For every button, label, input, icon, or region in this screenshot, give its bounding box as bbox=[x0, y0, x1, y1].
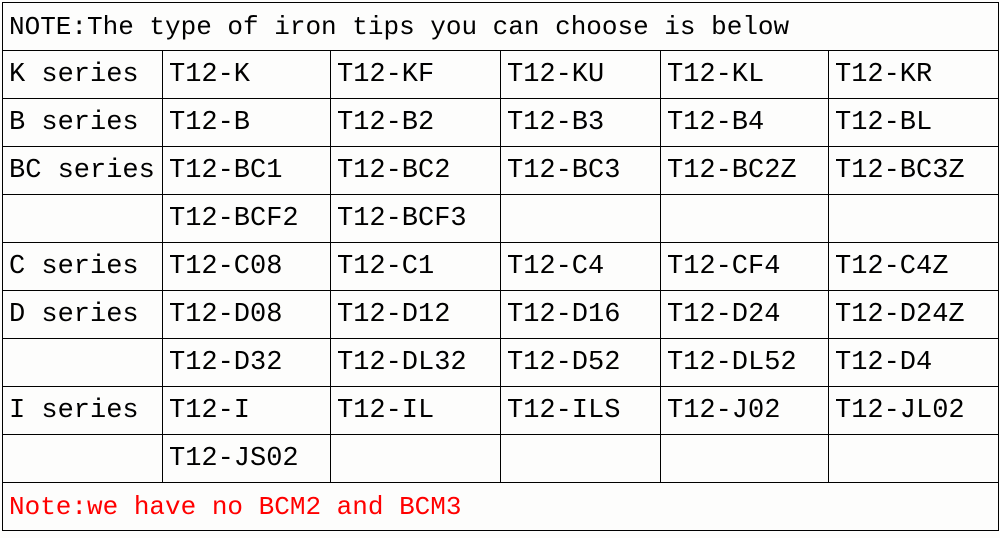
cell: T12-ILS bbox=[501, 387, 661, 435]
series-label: BC series bbox=[3, 147, 163, 195]
cell: T12-D4 bbox=[829, 339, 999, 387]
table-row: T12-JS02 bbox=[3, 435, 999, 483]
series-label bbox=[3, 339, 163, 387]
cell bbox=[331, 435, 501, 483]
table-row: D series T12-D08 T12-D12 T12-D16 T12-D24… bbox=[3, 291, 999, 339]
cell bbox=[501, 195, 661, 243]
note-bottom: Note:we have no BCM2 and BCM3 bbox=[3, 483, 999, 531]
cell: T12-KL bbox=[661, 51, 829, 99]
table-row: K series T12-K T12-KF T12-KU T12-KL T12-… bbox=[3, 51, 999, 99]
cell: T12-BC3 bbox=[501, 147, 661, 195]
table-row: I series T12-I T12-IL T12-ILS T12-J02 T1… bbox=[3, 387, 999, 435]
cell: T12-C4Z bbox=[829, 243, 999, 291]
cell bbox=[661, 195, 829, 243]
cell: T12-C1 bbox=[331, 243, 501, 291]
cell: T12-BC2 bbox=[331, 147, 501, 195]
cell bbox=[829, 195, 999, 243]
cell: T12-BCF3 bbox=[331, 195, 501, 243]
iron-tips-table: NOTE:The type of iron tips you can choos… bbox=[2, 2, 999, 531]
cell: T12-B2 bbox=[331, 99, 501, 147]
cell: T12-DL32 bbox=[331, 339, 501, 387]
table-row: T12-BCF2 T12-BCF3 bbox=[3, 195, 999, 243]
cell: T12-I bbox=[163, 387, 331, 435]
cell: T12-BC1 bbox=[163, 147, 331, 195]
cell: T12-IL bbox=[331, 387, 501, 435]
cell: T12-D08 bbox=[163, 291, 331, 339]
cell bbox=[661, 435, 829, 483]
cell: T12-KF bbox=[331, 51, 501, 99]
cell: T12-D24Z bbox=[829, 291, 999, 339]
cell: T12-D52 bbox=[501, 339, 661, 387]
cell: T12-BCF2 bbox=[163, 195, 331, 243]
cell: T12-B bbox=[163, 99, 331, 147]
table-row: B series T12-B T12-B2 T12-B3 T12-B4 T12-… bbox=[3, 99, 999, 147]
cell: T12-D16 bbox=[501, 291, 661, 339]
series-label: D series bbox=[3, 291, 163, 339]
cell bbox=[829, 435, 999, 483]
cell bbox=[501, 435, 661, 483]
series-label: C series bbox=[3, 243, 163, 291]
cell: T12-B3 bbox=[501, 99, 661, 147]
series-label bbox=[3, 435, 163, 483]
cell: T12-KR bbox=[829, 51, 999, 99]
cell: T12-JS02 bbox=[163, 435, 331, 483]
cell: T12-BC3Z bbox=[829, 147, 999, 195]
series-label: I series bbox=[3, 387, 163, 435]
cell: T12-C4 bbox=[501, 243, 661, 291]
series-label: B series bbox=[3, 99, 163, 147]
series-label: K series bbox=[3, 51, 163, 99]
table-row: C series T12-C08 T12-C1 T12-C4 T12-CF4 T… bbox=[3, 243, 999, 291]
cell: T12-B4 bbox=[661, 99, 829, 147]
cell: T12-CF4 bbox=[661, 243, 829, 291]
table-row-note-bottom: Note:we have no BCM2 and BCM3 bbox=[3, 483, 999, 531]
note-top: NOTE:The type of iron tips you can choos… bbox=[3, 3, 999, 51]
cell: T12-C08 bbox=[163, 243, 331, 291]
cell: T12-BL bbox=[829, 99, 999, 147]
cell: T12-D32 bbox=[163, 339, 331, 387]
cell: T12-DL52 bbox=[661, 339, 829, 387]
cell: T12-JL02 bbox=[829, 387, 999, 435]
cell: T12-D24 bbox=[661, 291, 829, 339]
table-row: T12-D32 T12-DL32 T12-D52 T12-DL52 T12-D4 bbox=[3, 339, 999, 387]
cell: T12-D12 bbox=[331, 291, 501, 339]
cell: T12-K bbox=[163, 51, 331, 99]
cell: T12-BC2Z bbox=[661, 147, 829, 195]
table-row: BC series T12-BC1 T12-BC2 T12-BC3 T12-BC… bbox=[3, 147, 999, 195]
cell: T12-KU bbox=[501, 51, 661, 99]
table-row-note-top: NOTE:The type of iron tips you can choos… bbox=[3, 3, 999, 51]
series-label bbox=[3, 195, 163, 243]
cell: T12-J02 bbox=[661, 387, 829, 435]
